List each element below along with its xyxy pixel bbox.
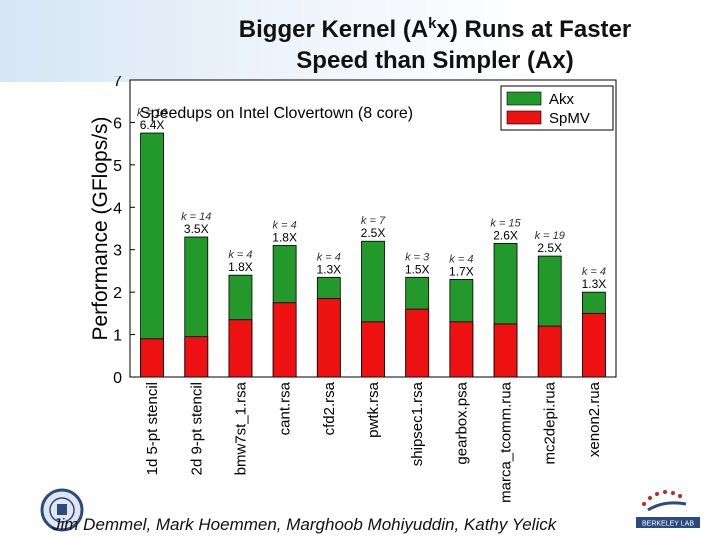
k-label: k = 4	[449, 253, 473, 265]
k-label: k = 15	[490, 217, 521, 229]
k-label: k = 16	[137, 107, 168, 119]
y-tick-label: 6	[113, 115, 122, 132]
slide-title: Bigger Kernel (Akx) Runs at Faster Speed…	[130, 8, 720, 76]
bar-spmv	[316, 298, 341, 378]
category-label: 1d 5-pt stencil	[144, 382, 161, 475]
category-label: marca_tcomm.rua	[498, 381, 515, 503]
bar-spmv	[184, 336, 209, 378]
category-label: pwtk.rsa	[365, 381, 382, 438]
speedup-label: 1.5X	[405, 262, 430, 276]
title-superscript: k	[428, 15, 437, 32]
y-axis-label: Performance (GFlops/s)	[89, 116, 112, 340]
speedup-label: 1.8X	[272, 230, 297, 244]
k-label: k = 4	[582, 266, 606, 278]
category-label: xenon2.rua	[586, 381, 603, 457]
bar-spmv	[228, 319, 253, 378]
y-tick-label: 1	[113, 328, 122, 345]
legend-swatch	[506, 91, 542, 106]
speedup-label: 3.5X	[184, 222, 209, 236]
k-label: k = 4	[273, 219, 297, 231]
category-label: shipsec1.rsa	[409, 381, 426, 466]
category-label: gearbox.psa	[453, 381, 470, 464]
speedup-label: 1.8X	[228, 260, 253, 274]
speedup-label: 6.4X	[140, 118, 165, 132]
bar-spmv	[449, 321, 474, 378]
y-tick-label: 0	[113, 370, 122, 387]
speedup-label: 2.5X	[361, 226, 386, 240]
y-tick-label: 3	[113, 243, 122, 260]
legend-label: Akx	[549, 91, 575, 108]
k-label: k = 19	[535, 230, 565, 242]
k-label: k = 7	[361, 215, 386, 227]
bar-spmv	[537, 325, 562, 378]
category-label: cfd2.rsa	[321, 381, 338, 435]
university-seal-logo	[40, 488, 84, 537]
category-label: 2d 9-pt stencil	[188, 382, 205, 475]
speedup-label: 1.3X	[582, 277, 607, 291]
speedup-label: 2.6X	[493, 228, 518, 242]
category-label: mc2depi.rua	[542, 381, 559, 464]
category-label: cant.rsa	[277, 381, 294, 435]
title-line1-post: x) Runs at Faster	[436, 16, 632, 43]
bar-spmv	[405, 308, 430, 378]
k-label: k = 14	[181, 211, 211, 223]
bar-spmv	[582, 312, 606, 378]
k-label: k = 4	[228, 249, 252, 261]
title-line1-pre: Bigger Kernel (A	[238, 16, 429, 43]
y-tick-label: 4	[113, 200, 122, 217]
speedup-label: 1.3X	[316, 262, 341, 276]
title-line2: Speed than Simpler (Ax)	[296, 47, 574, 74]
y-tick-label: 7	[113, 76, 122, 90]
y-tick-label: 5	[113, 158, 122, 175]
chart-container: 0 1 2 3 4 5 6 7 Performance (GFlops/s) 6.4X k = 16…	[88, 73, 620, 516]
bar-spmv	[493, 323, 518, 378]
y-tick-label: 2	[113, 285, 122, 302]
logo-right-text: BERKELEY LAB	[642, 521, 694, 528]
speedup-label: 2.5X	[537, 241, 562, 255]
header-band	[0, 0, 720, 82]
legend-swatch	[506, 110, 542, 125]
k-label: k = 3	[405, 251, 430, 263]
category-label: bmw7st_1.rsa	[232, 381, 249, 475]
speedup-chart: 0 1 2 3 4 5 6 7 Performance (GFlops/s) 6.4Xk = 16…	[89, 73, 617, 503]
bar-spmv	[272, 302, 297, 378]
bar-spmv	[140, 338, 164, 378]
berkeley-lab-logo: BERKELEY LAB	[630, 484, 710, 539]
chart-title: Speedups on Intel Clovertown (8 core)	[140, 105, 413, 122]
k-label: k = 4	[317, 251, 341, 263]
speedup-label: 1.7X	[449, 264, 474, 278]
footer-authors: Jim Demmel, Mark Hoemmen, Marghoob Mohiy…	[52, 515, 557, 534]
bar-spmv	[361, 321, 385, 378]
legend-label: SpMV	[549, 110, 590, 127]
